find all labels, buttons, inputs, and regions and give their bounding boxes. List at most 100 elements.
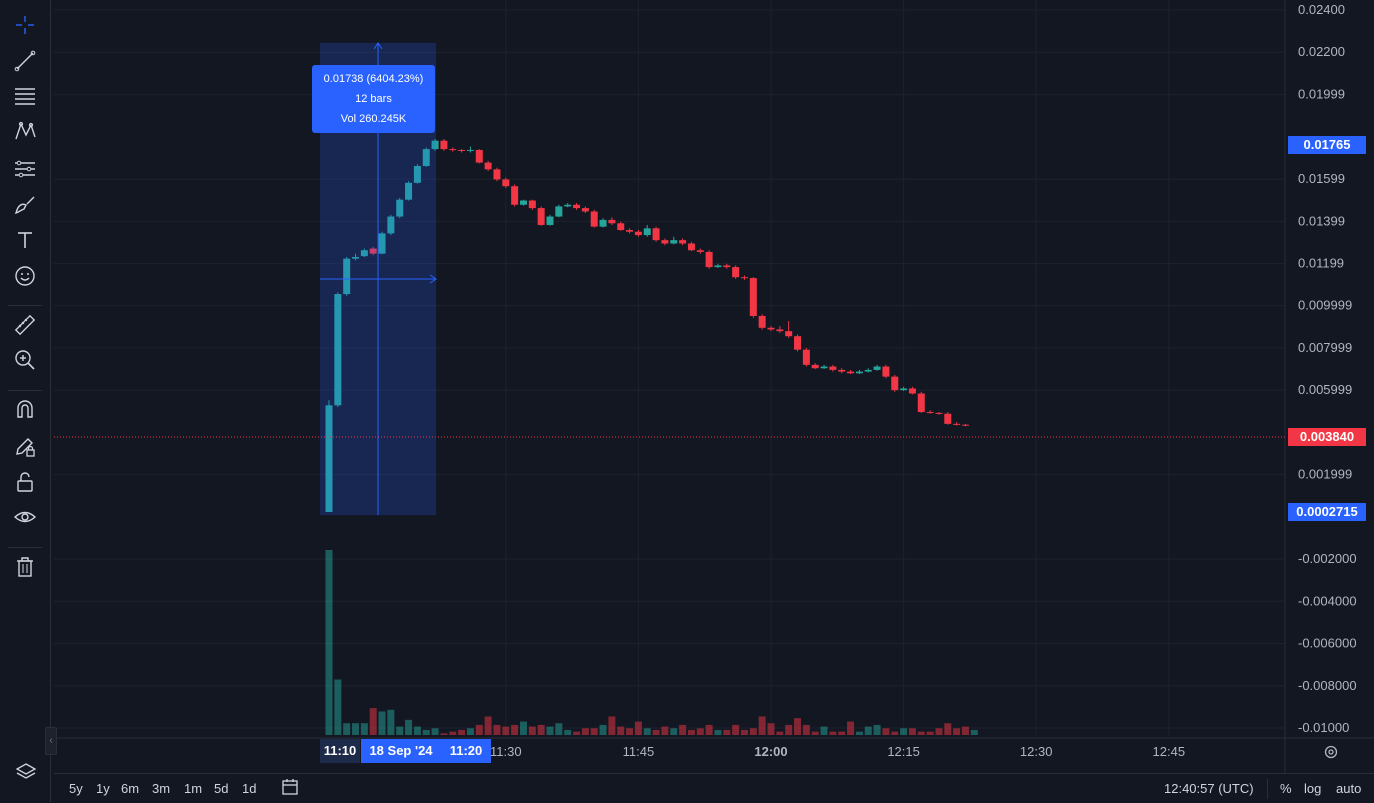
chart-svg[interactable]: 0.02400 0.02200 0.01999 0.01599 0.01399 0.011… [54,0,1374,773]
toolbar-separator [8,547,42,548]
time-badge-end: 11:20 [441,739,491,763]
volume-bar [855,731,863,735]
trend-line-icon [14,50,36,72]
range-6m-button[interactable]: 6m [121,781,140,796]
measure-tooltip: 0.01738 (6404.23%) 12 bars Vol 260.245K [312,65,435,133]
magnet-icon [17,400,33,418]
zoom-in-icon [15,350,35,370]
price-tick-label: -0.008000 [1298,678,1357,693]
volume-bar [422,729,430,735]
magnet-tool-button[interactable] [8,394,42,424]
price-tick-label: 0.009999 [1298,298,1352,313]
clock-label[interactable]: 12:40:57 (UTC) [1164,781,1254,796]
lock-drawing-tool-button[interactable] [8,431,42,461]
pattern-icon [15,121,36,140]
candle-body [343,258,351,295]
eye-tool-button[interactable] [8,502,42,532]
brush-tool-button[interactable] [8,190,42,220]
range-5y-button[interactable]: 5y [69,781,83,796]
volume-bar [794,718,802,735]
candle-body [334,294,342,406]
fib-retracement-icon [15,88,35,105]
go-to-date-icon[interactable] [280,777,300,797]
candle-body [847,371,855,374]
prediction-tool-button[interactable] [8,154,42,184]
current-price-badge: 0.003840 [1288,428,1366,446]
chart-background [54,0,1374,773]
price-tick-label: 0.02200 [1298,44,1345,59]
trash-tool-button[interactable] [8,552,42,582]
candle-body [440,140,448,150]
candle-body [413,165,421,183]
candle-body [794,336,802,350]
volume-bar [714,729,722,735]
range-1y-button[interactable]: 1y [96,781,110,796]
ruler-tool-button[interactable] [8,310,42,340]
volume-bar [617,726,625,735]
candle-body [475,149,483,163]
candle-body [873,366,881,370]
candle-body [670,240,678,244]
volume-bar [343,723,351,735]
volume-bar [608,716,616,735]
candle-body [749,278,757,316]
volume-bar [652,729,660,735]
crosshair-icon [16,16,34,34]
auto-toggle[interactable]: auto [1336,781,1362,796]
volume-bar [352,723,360,735]
chart-area[interactable]: 0.02400 0.02200 0.01999 0.01599 0.01399 0.011… [54,0,1374,802]
candle-body [829,366,837,370]
unlock-tool-button[interactable] [8,467,42,497]
candle-body [723,265,731,268]
volume-bar [573,731,581,735]
volume-bar [811,731,819,735]
fib-retracement-tool-button[interactable] [8,81,42,111]
range-3m-button[interactable]: 3m [152,781,171,796]
candle-body [917,393,925,413]
candle-body [953,423,961,425]
time-tick-label: 12:45 [1153,744,1186,759]
collapse-toolbar-button[interactable]: ‹ [45,727,57,755]
pattern-tool-button[interactable] [8,116,42,146]
range-1m-button[interactable]: 1m [184,781,203,796]
volume-bar [413,726,421,735]
object-tree-icon[interactable] [14,760,38,784]
crosshair-tool-button[interactable] [8,10,42,40]
candle-body [634,231,642,236]
volume-bar [953,728,961,735]
lock-drawing-icon [16,438,35,457]
emoji-tool-button[interactable] [8,261,42,291]
log-toggle[interactable]: log [1304,781,1322,796]
volume-bar [643,728,651,735]
volume-bar [847,721,855,735]
toolbar-separator [8,305,42,306]
volume-bar [590,728,598,735]
range-5d-button[interactable]: 5d [214,781,229,796]
candle-body [484,162,492,170]
candle-body [908,388,916,394]
percent-toggle[interactable]: % [1280,781,1292,796]
candle-body [608,219,616,224]
volume-bar [405,719,413,735]
candle-body [422,149,430,166]
candle-body [617,223,625,231]
volume-bar [820,726,828,735]
candle-body [687,243,695,251]
trash-icon [17,557,33,577]
volume-bar [334,679,342,735]
volume-bar [732,724,740,735]
candle-body [767,327,775,330]
volume-bar [873,724,881,735]
candle-body [369,248,377,254]
trend-line-tool-button[interactable] [8,46,42,76]
zoom-in-tool-button[interactable] [8,345,42,375]
volume-bar [449,731,457,735]
settings-icon[interactable] [1322,743,1340,761]
candle-body [926,412,934,414]
price-tick-label: -0.01000 [1298,720,1349,735]
range-1d-button[interactable]: 1d [242,781,257,796]
candle-body [643,228,651,236]
time-tick-label: 11:45 [623,744,655,759]
volume-bar [546,726,554,735]
text-tool-button[interactable] [8,225,42,255]
